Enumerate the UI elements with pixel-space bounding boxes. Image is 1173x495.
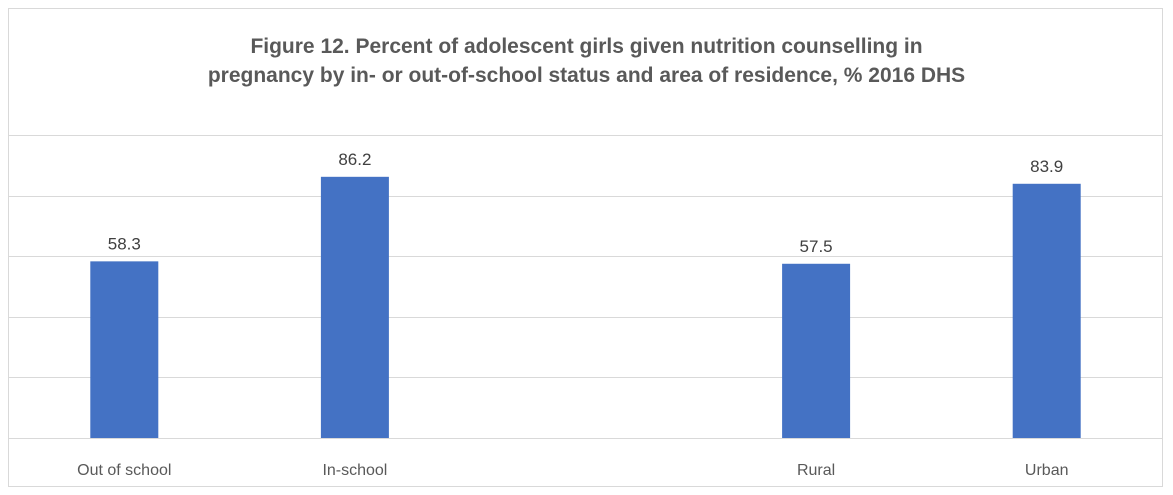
- data-label: 58.3: [108, 234, 141, 253]
- x-tick-label: Out of school: [77, 462, 171, 479]
- bar-out-of-school: [90, 261, 159, 438]
- data-label: 83.9: [1030, 157, 1063, 176]
- x-tick-label: Rural: [797, 462, 835, 479]
- data-label: 57.5: [800, 237, 833, 256]
- bar-urban: [1012, 183, 1081, 438]
- data-label: 86.2: [338, 150, 371, 169]
- bar-in-school: [320, 176, 389, 438]
- x-tick-label: In-school: [322, 462, 387, 479]
- chart-title-line-1: Figure 12. Percent of adolescent girls g…: [250, 35, 923, 58]
- chart-title-line-2: pregnancy by in- or out-of-school status…: [207, 64, 966, 87]
- chart-frame: [8, 8, 1163, 487]
- x-tick-label: Urban: [1025, 462, 1069, 479]
- bar-rural: [782, 263, 851, 438]
- chart-title: Figure 12. Percent of adolescent girls g…: [0, 32, 1173, 90]
